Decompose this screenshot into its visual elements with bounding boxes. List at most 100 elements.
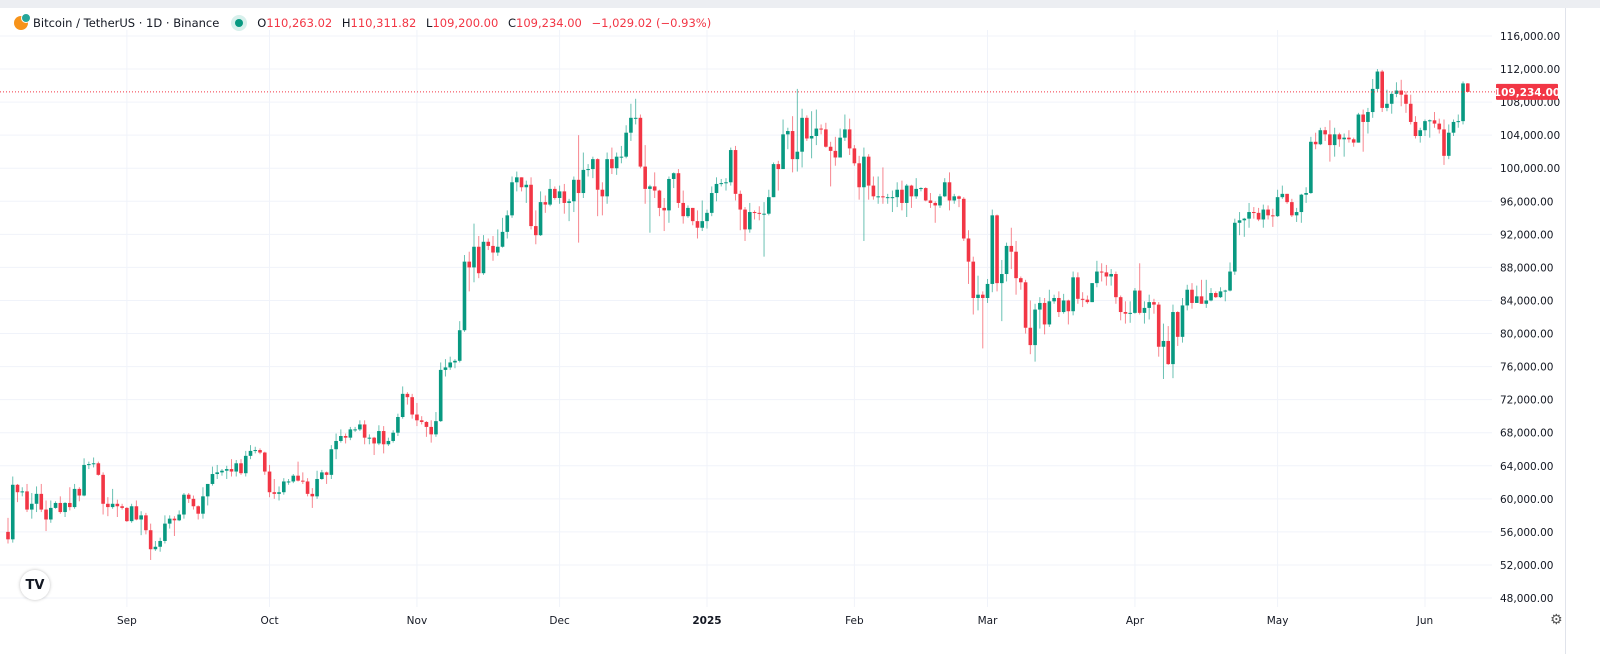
candle: [1347, 130, 1351, 143]
candle: [581, 152, 586, 198]
candle-body: [1266, 209, 1270, 216]
candle: [125, 507, 129, 522]
candle-body: [210, 474, 215, 484]
candle-body: [900, 189, 904, 203]
candle-body: [938, 196, 942, 206]
candle: [262, 451, 267, 475]
candle-body: [286, 481, 291, 483]
candle: [405, 392, 410, 405]
candle: [63, 502, 67, 518]
candle: [662, 197, 666, 232]
candle: [96, 461, 101, 476]
candle: [995, 214, 999, 292]
candle: [29, 493, 34, 519]
candle-body: [1213, 293, 1218, 298]
candle-body: [633, 117, 638, 119]
candle: [229, 459, 234, 477]
candle-body: [1456, 121, 1461, 123]
candle-body: [1109, 274, 1113, 277]
candle: [914, 178, 919, 199]
candle: [210, 466, 215, 486]
candle: [971, 256, 976, 315]
close-value: 109,234.00: [516, 16, 582, 30]
candle-body: [923, 188, 928, 201]
candle: [1404, 91, 1408, 113]
candle: [1280, 185, 1285, 199]
candle: [728, 147, 733, 186]
change-value: −1,029.02 (−0.93%): [591, 16, 712, 30]
candle: [633, 98, 638, 125]
candle-body: [738, 193, 743, 210]
candle-body: [1023, 282, 1028, 328]
candle-body: [400, 393, 405, 418]
candle-body: [1085, 299, 1090, 303]
candle: [1380, 69, 1384, 113]
candle-body: [1442, 129, 1446, 156]
candle: [885, 193, 890, 204]
candle-body: [457, 330, 462, 361]
candle-body: [163, 523, 167, 541]
candle: [771, 162, 776, 198]
candle: [77, 487, 82, 502]
tradingview-logo-icon[interactable]: TV: [20, 570, 50, 600]
gear-icon[interactable]: ⚙: [1550, 612, 1563, 628]
candle-body: [381, 431, 386, 445]
candle-body: [358, 424, 362, 430]
candle-body: [614, 156, 619, 169]
candle: [348, 426, 353, 441]
candle: [762, 202, 766, 257]
candle-body: [990, 215, 995, 284]
candle-body: [1090, 283, 1094, 303]
candle: [87, 461, 91, 470]
candle: [557, 185, 562, 204]
candle: [1228, 262, 1232, 292]
candle: [928, 193, 933, 208]
candle: [724, 178, 728, 191]
candle: [48, 500, 53, 523]
candle-body: [648, 186, 652, 189]
candle: [852, 145, 857, 166]
candle: [686, 205, 690, 218]
candle: [172, 516, 177, 537]
candle-body: [762, 213, 766, 215]
candle: [1128, 301, 1132, 323]
candle-body: [367, 437, 372, 439]
time-tick-label: Dec: [549, 615, 570, 627]
candle-body: [329, 449, 334, 475]
candle: [1427, 119, 1432, 138]
candle-body: [557, 191, 562, 198]
candle: [543, 195, 548, 213]
candle-body: [1375, 71, 1380, 89]
candle-body: [415, 414, 419, 421]
candle-body: [63, 502, 67, 513]
candle-body: [1356, 114, 1361, 143]
candle-body: [1185, 289, 1190, 306]
candle: [1294, 207, 1299, 222]
candle-body: [320, 472, 324, 479]
candle-body: [843, 129, 847, 138]
price-tick-label: 72,000.00: [1500, 395, 1553, 407]
low-value: 109,200.00: [432, 16, 499, 30]
candle-body: [377, 431, 381, 444]
price-tick-label: 116,000.00: [1500, 31, 1560, 43]
candle: [576, 135, 581, 243]
price-tick-label: 96,000.00: [1500, 196, 1553, 208]
candle-body: [1323, 130, 1327, 135]
price-tick-label: 100,000.00: [1500, 163, 1560, 175]
time-tick-label: May: [1267, 615, 1289, 627]
symbol-title[interactable]: Bitcoin / TetherUS · 1D · Binance: [33, 16, 220, 30]
candle-body: [705, 212, 709, 222]
candle-body: [581, 169, 586, 194]
candle-body: [1328, 134, 1332, 146]
candle: [220, 469, 224, 476]
candle: [524, 180, 529, 203]
candle-body: [1332, 134, 1337, 146]
candle-body: [904, 185, 909, 203]
candle-body: [1009, 245, 1014, 252]
candle: [277, 486, 281, 501]
candle: [91, 457, 96, 468]
candle-body: [1385, 103, 1389, 108]
candle: [1114, 271, 1118, 304]
candle-body: [87, 464, 91, 466]
